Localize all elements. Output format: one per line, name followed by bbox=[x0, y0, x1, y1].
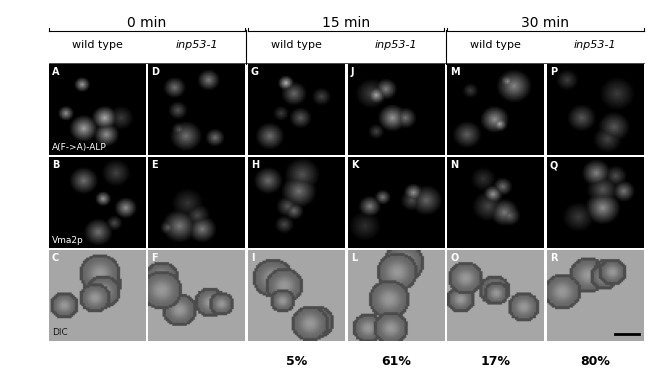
Text: B: B bbox=[51, 160, 59, 170]
Text: inp53-1: inp53-1 bbox=[176, 41, 218, 50]
Text: E: E bbox=[151, 160, 158, 170]
Text: D: D bbox=[151, 67, 159, 77]
Text: Q: Q bbox=[550, 160, 558, 170]
Text: G: G bbox=[251, 67, 259, 77]
Text: I: I bbox=[251, 253, 255, 263]
Text: N: N bbox=[450, 160, 458, 170]
Text: 17%: 17% bbox=[480, 356, 511, 368]
Text: C: C bbox=[51, 253, 59, 263]
Text: wild type: wild type bbox=[470, 41, 521, 50]
Text: 0 min: 0 min bbox=[127, 17, 166, 30]
Text: 61%: 61% bbox=[381, 356, 411, 368]
Text: A: A bbox=[51, 67, 59, 77]
Text: 30 min: 30 min bbox=[521, 17, 569, 30]
Text: O: O bbox=[450, 253, 458, 263]
Text: Vma2p: Vma2p bbox=[51, 236, 83, 244]
Text: DIC: DIC bbox=[51, 329, 68, 337]
Text: DIC: DIC bbox=[51, 329, 68, 337]
Text: M: M bbox=[450, 67, 460, 77]
Text: 15 min: 15 min bbox=[322, 17, 370, 30]
Text: wild type: wild type bbox=[72, 41, 122, 50]
Text: F: F bbox=[151, 253, 158, 263]
Text: A(F->A)-ALP: A(F->A)-ALP bbox=[51, 143, 107, 152]
Text: J: J bbox=[350, 67, 354, 77]
Text: 5%: 5% bbox=[285, 356, 307, 368]
Text: R: R bbox=[550, 253, 558, 263]
Text: L: L bbox=[350, 253, 357, 263]
Text: P: P bbox=[550, 67, 557, 77]
Text: inp53-1: inp53-1 bbox=[574, 41, 617, 50]
Text: 80%: 80% bbox=[580, 356, 610, 368]
Text: K: K bbox=[350, 160, 358, 170]
Text: wild type: wild type bbox=[271, 41, 322, 50]
Text: H: H bbox=[251, 160, 259, 170]
Text: inp53-1: inp53-1 bbox=[374, 41, 417, 50]
